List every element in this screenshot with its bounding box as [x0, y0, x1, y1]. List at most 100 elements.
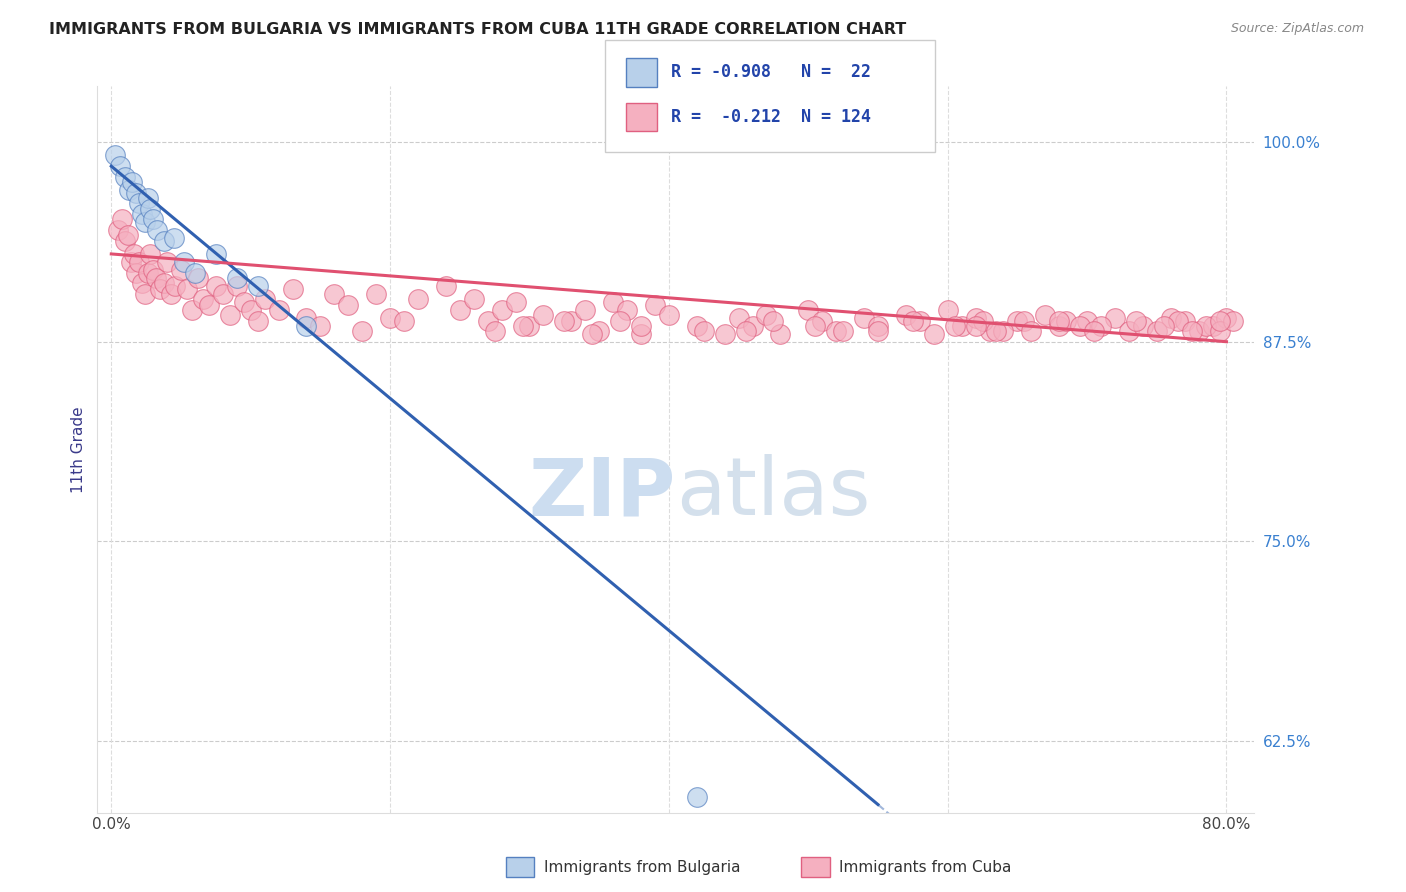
Point	[136, 191, 159, 205]
Point	[477, 314, 499, 328]
Point	[267, 302, 290, 317]
Point	[1069, 318, 1091, 333]
Point	[741, 318, 763, 333]
Point	[184, 266, 207, 280]
Point	[160, 286, 183, 301]
Point	[463, 292, 485, 306]
Point	[1146, 324, 1168, 338]
Point	[120, 255, 142, 269]
Point	[225, 271, 247, 285]
Point	[165, 278, 187, 293]
Point	[943, 318, 966, 333]
Y-axis label: 11th Grade: 11th Grade	[72, 406, 86, 492]
Point	[560, 314, 582, 328]
Point	[153, 234, 176, 248]
Point	[713, 326, 735, 341]
Point	[979, 324, 1001, 338]
Point	[1076, 314, 1098, 328]
Point	[533, 308, 555, 322]
Text: R = -0.908   N =  22: R = -0.908 N = 22	[671, 63, 870, 81]
Point	[825, 324, 848, 338]
Point	[193, 292, 215, 306]
Point	[392, 314, 415, 328]
Point	[246, 314, 269, 328]
Point	[484, 324, 506, 338]
Point	[205, 247, 228, 261]
Point	[337, 298, 360, 312]
Point	[1125, 314, 1147, 328]
Point	[658, 308, 681, 322]
Point	[491, 302, 513, 317]
Point	[1153, 318, 1175, 333]
Point	[434, 278, 457, 293]
Point	[553, 314, 575, 328]
Point	[644, 298, 666, 312]
Point	[972, 314, 994, 328]
Text: R =  -0.212  N = 124: R = -0.212 N = 124	[671, 108, 870, 126]
Point	[378, 310, 401, 325]
Point	[1194, 318, 1216, 333]
Point	[769, 326, 792, 341]
Point	[1021, 324, 1043, 338]
Point	[211, 286, 233, 301]
Point	[142, 263, 165, 277]
Point	[114, 170, 136, 185]
Point	[901, 314, 924, 328]
Point	[187, 271, 209, 285]
Point	[1014, 314, 1036, 328]
Point	[602, 294, 624, 309]
Point	[1033, 308, 1056, 322]
Point	[134, 215, 156, 229]
Text: Source: ZipAtlas.com: Source: ZipAtlas.com	[1230, 22, 1364, 36]
Point	[156, 255, 179, 269]
Point	[616, 302, 638, 317]
Point	[1160, 310, 1182, 325]
Point	[1007, 314, 1029, 328]
Point	[811, 314, 834, 328]
Point	[832, 324, 855, 338]
Point	[134, 286, 156, 301]
Point	[1047, 314, 1070, 328]
Point	[281, 282, 304, 296]
Point	[139, 247, 162, 261]
Point	[246, 278, 269, 293]
Point	[225, 278, 247, 293]
Point	[797, 302, 820, 317]
Point	[253, 292, 276, 306]
Point	[352, 324, 374, 338]
Point	[866, 318, 889, 333]
Point	[762, 314, 785, 328]
Point	[993, 324, 1015, 338]
Point	[149, 282, 172, 296]
Text: Immigrants from Bulgaria: Immigrants from Bulgaria	[544, 860, 741, 874]
Point	[125, 186, 148, 201]
Point	[965, 318, 987, 333]
Point	[232, 294, 254, 309]
Point	[108, 159, 131, 173]
Point	[1215, 310, 1237, 325]
Point	[727, 310, 749, 325]
Text: ZIP: ZIP	[529, 454, 676, 532]
Point	[122, 247, 145, 261]
Point	[107, 223, 129, 237]
Point	[853, 310, 876, 325]
Point	[181, 302, 204, 317]
Point	[512, 318, 534, 333]
Point	[686, 318, 709, 333]
Point	[295, 310, 318, 325]
Point	[131, 276, 153, 290]
Point	[1054, 314, 1077, 328]
Point	[163, 231, 186, 245]
Point	[114, 234, 136, 248]
Point	[1208, 324, 1230, 338]
Point	[1222, 314, 1244, 328]
Point	[581, 326, 603, 341]
Point	[406, 292, 429, 306]
Point	[908, 314, 931, 328]
Point	[170, 263, 193, 277]
Text: atlas: atlas	[676, 454, 870, 532]
Point	[950, 318, 973, 333]
Point	[965, 310, 987, 325]
Point	[131, 207, 153, 221]
Point	[1181, 324, 1204, 338]
